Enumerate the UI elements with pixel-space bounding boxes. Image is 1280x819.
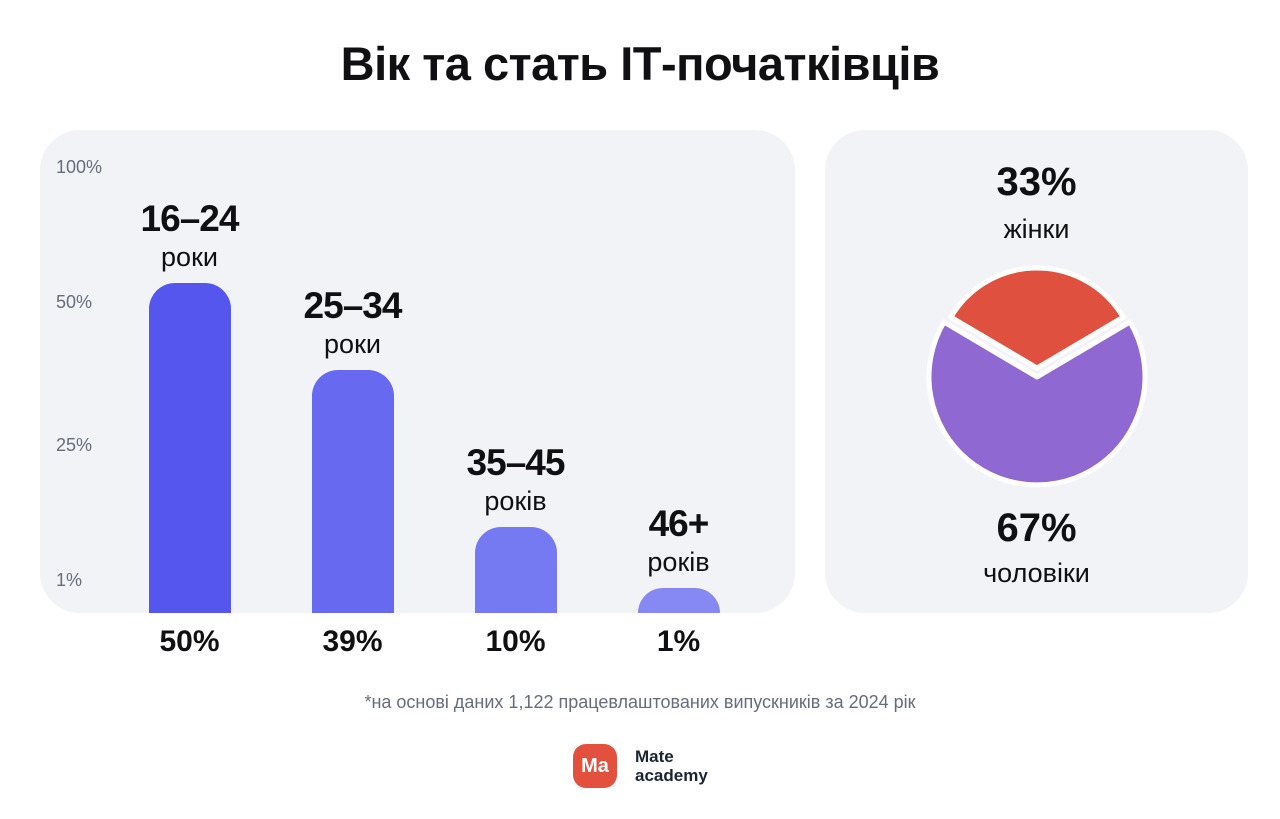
- bar-chart-panel: 100% 50% 25% 1% 16–24 роки 25–34 роки 35–45 рокі…: [40, 130, 795, 613]
- pie-label-men: чоловіки: [983, 558, 1090, 588]
- logo-mark-icon: Ma: [573, 744, 617, 788]
- pie-slice-women: [948, 265, 1126, 371]
- bar: [637, 588, 720, 613]
- bar-value-label: 10%: [485, 625, 546, 658]
- pie-chart: [926, 265, 1148, 488]
- bar-chart-section: 100% 50% 25% 1% 16–24 роки 25–34 роки 35–45 рокі…: [40, 130, 795, 659]
- y-axis-tick: 25%: [56, 435, 93, 455]
- pie-label-women: жінки: [1003, 214, 1070, 244]
- logo-name-line1: Mate: [635, 747, 674, 766]
- bar-category-label: 25–34: [303, 285, 403, 327]
- bar-values-row: 50% 39% 10% 1%: [108, 625, 795, 659]
- bar-category-unit: років: [484, 486, 547, 516]
- bar-category-unit: роки: [161, 242, 218, 272]
- bar: [148, 283, 231, 613]
- bar-category-label: 35–45: [466, 442, 566, 484]
- bar-value-label: 1%: [656, 625, 701, 658]
- bar: [474, 527, 557, 613]
- bar-value-label: 50%: [159, 625, 220, 658]
- pie-value-men: 67%: [996, 506, 1077, 550]
- pie-slice-men: [926, 319, 1148, 488]
- bar-category-unit: років: [647, 547, 710, 577]
- pie-chart-panel: 33% жінки 67% чоловіки: [825, 130, 1248, 613]
- bar-column: 46+ років: [597, 504, 760, 613]
- mate-academy-logo: Ma Mate academy: [573, 744, 708, 788]
- logo-name: Mate academy: [635, 747, 708, 785]
- pie-value-women: 33%: [996, 160, 1077, 204]
- logo-name-line2: academy: [635, 766, 708, 785]
- y-axis-tick: 1%: [56, 570, 83, 590]
- bar-column: 25–34 роки: [271, 286, 434, 613]
- bar-column: 16–24 роки: [108, 199, 271, 613]
- bar-value-label: 39%: [322, 625, 383, 658]
- bar: [311, 370, 394, 613]
- bar-category-label: 16–24: [140, 198, 240, 240]
- y-axis-tick: 50%: [56, 292, 93, 312]
- bar-category-unit: роки: [324, 329, 381, 359]
- bar-category-label: 46+: [648, 503, 710, 545]
- bar-column: 35–45 років: [434, 443, 597, 613]
- bar-columns: 16–24 роки 25–34 роки 35–45 років 46+ років: [108, 199, 760, 613]
- page-title: Вік та стать ІТ-початківців: [340, 37, 940, 90]
- footnote: *на основі даних 1,122 працевлаштованих …: [364, 692, 916, 712]
- y-axis-tick: 100%: [56, 157, 103, 177]
